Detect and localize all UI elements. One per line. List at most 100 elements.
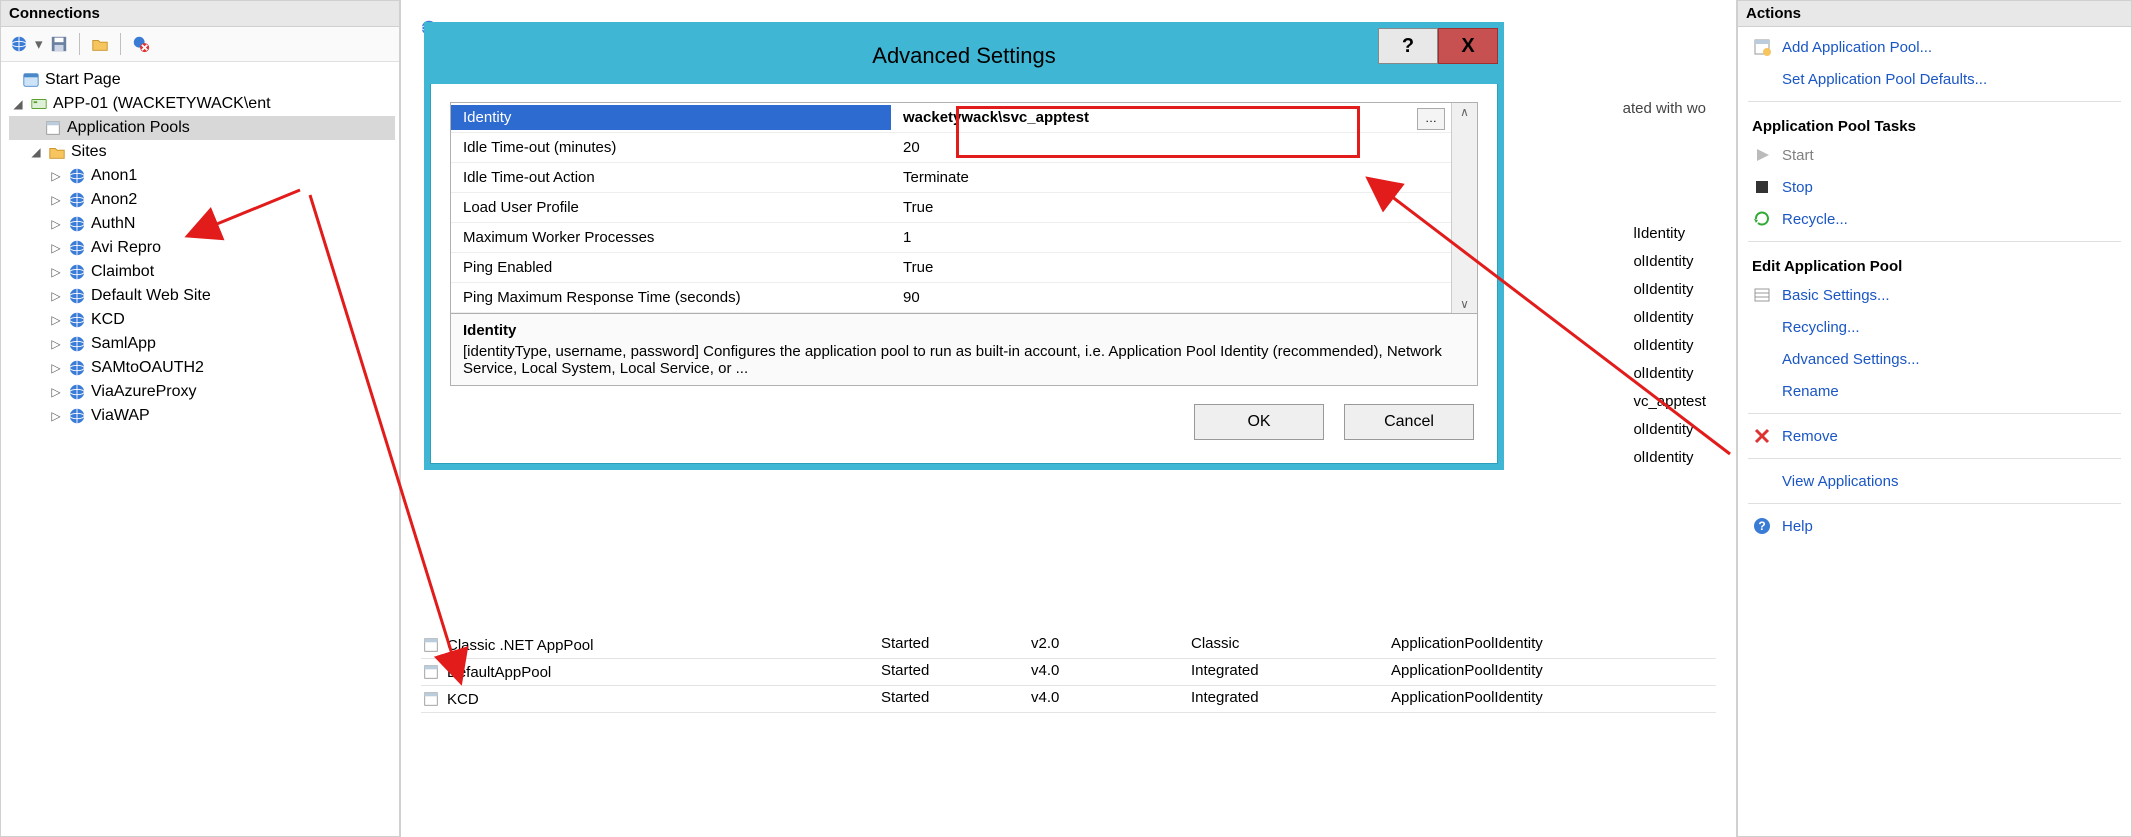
action-view-apps[interactable]: View Applications (1738, 465, 2131, 497)
action-recycling-label: Recycling... (1782, 319, 1860, 336)
tree-toggle-site[interactable]: ▷ (49, 313, 63, 327)
tree-toggle-site[interactable]: ▷ (49, 289, 63, 303)
app-pools-icon (43, 118, 63, 138)
property-row[interactable]: Idle Time-out (minutes)20 (451, 133, 1451, 163)
action-basic-label: Basic Settings... (1782, 287, 1890, 304)
tree-site-item[interactable]: ▷Default Web Site (9, 284, 395, 308)
tree-toggle-site[interactable]: ▷ (49, 265, 63, 279)
ellipsis-button[interactable]: … (1417, 108, 1445, 130)
property-grid-scrollbar[interactable]: ∧ ∨ (1451, 103, 1477, 313)
tree-toggle-server[interactable]: ◢ (11, 97, 25, 111)
action-remove[interactable]: Remove (1738, 420, 2131, 452)
scroll-up-icon[interactable]: ∧ (1460, 105, 1469, 119)
action-set-defaults-label: Set Application Pool Defaults... (1782, 71, 1987, 88)
recycle-icon (1752, 209, 1772, 229)
app-pool-row[interactable]: DefaultAppPoolStartedv4.0IntegratedAppli… (421, 659, 1716, 686)
dialog-titlebar[interactable]: Advanced Settings ? X (430, 28, 1498, 84)
action-rename[interactable]: Rename (1738, 375, 2131, 407)
action-recycling[interactable]: Recycling... (1738, 311, 2131, 343)
actions-panel: Actions Add Application Pool... Set Appl… (1737, 0, 2132, 837)
pool-pipeline: Integrated (1191, 689, 1391, 709)
ok-button[interactable]: OK (1194, 404, 1324, 440)
action-set-defaults[interactable]: Set Application Pool Defaults... (1738, 63, 2131, 95)
tree-site-item[interactable]: ▷ViaAzureProxy (9, 380, 395, 404)
app-pool-row[interactable]: KCDStartedv4.0IntegratedApplicationPoolI… (421, 686, 1716, 713)
tree-site-item[interactable]: ▷KCD (9, 308, 395, 332)
tree-site-item[interactable]: ▷AuthN (9, 212, 395, 236)
open-folder-icon[interactable] (90, 34, 110, 54)
tree-toggle-site[interactable]: ▷ (49, 241, 63, 255)
tree-site-label: Avi Repro (91, 239, 161, 257)
tree-toggle-site[interactable]: ▷ (49, 385, 63, 399)
tree-server-node[interactable]: ◢ APP-01 (WACKETYWACK\ent (9, 92, 395, 116)
property-row[interactable]: Idle Time-out ActionTerminate (451, 163, 1451, 193)
tree-start-page[interactable]: Start Page (9, 68, 395, 92)
save-icon[interactable] (49, 34, 69, 54)
tree-server-label: APP-01 (WACKETYWACK\ent (53, 95, 271, 113)
tree-site-label: Anon2 (91, 191, 137, 209)
remove-icon (1752, 426, 1772, 446)
pool-identity: ApplicationPoolIdentity (1391, 662, 1716, 682)
action-help[interactable]: ? Help (1738, 510, 2131, 542)
tree-toggle-site[interactable]: ▷ (49, 169, 63, 183)
property-row[interactable]: Maximum Worker Processes 1 (451, 223, 1451, 253)
cancel-button[interactable]: Cancel (1344, 404, 1474, 440)
app-pool-row[interactable]: Classic .NET AppPoolStartedv2.0ClassicAp… (421, 632, 1716, 659)
tree-site-item[interactable]: ▷SAMtoOAUTH2 (9, 356, 395, 380)
tree-site-item[interactable]: ▷SamlApp (9, 332, 395, 356)
action-basic-settings[interactable]: Basic Settings... (1738, 279, 2131, 311)
tree-sites-node[interactable]: ◢ Sites (9, 140, 395, 164)
tree-site-item[interactable]: ▷ViaWAP (9, 404, 395, 428)
tree-site-item[interactable]: ▷ Avi Repro (9, 236, 395, 260)
bg-identity-cell: olIdentity (1633, 248, 1706, 276)
action-add-pool[interactable]: Add Application Pool... (1738, 31, 2131, 63)
actions-title: Actions (1746, 5, 1801, 22)
pool-identity: ApplicationPoolIdentity (1391, 689, 1716, 709)
app-pool-icon (421, 662, 441, 682)
action-stop-label: Stop (1782, 179, 1813, 196)
action-advanced-settings[interactable]: Advanced Settings... (1738, 343, 2131, 375)
action-rename-label: Rename (1782, 383, 1839, 400)
tree-toggle-site[interactable]: ▷ (49, 193, 63, 207)
action-stop[interactable]: Stop (1738, 171, 2131, 203)
site-icon (67, 286, 87, 306)
pool-name: Classic .NET AppPool (447, 637, 593, 654)
site-icon (67, 358, 87, 378)
property-value: 1 (903, 229, 911, 246)
property-row[interactable]: Identitywacketywack\svc_apptest… (451, 103, 1451, 133)
stop-site-icon[interactable] (131, 34, 151, 54)
tree-sites-label: Sites (71, 143, 107, 161)
connections-header: Connections (1, 1, 399, 27)
tree-toggle-site[interactable]: ▷ (49, 361, 63, 375)
connect-icon[interactable] (9, 34, 29, 54)
tree-site-label: Anon1 (91, 167, 137, 185)
property-name: Ping Enabled (451, 255, 891, 280)
actions-header: Actions (1738, 1, 2131, 27)
tree-toggle-sites[interactable]: ◢ (29, 145, 43, 159)
tree-site-item[interactable]: ▷ Anon2 (9, 188, 395, 212)
property-row[interactable]: Ping Enabled True (451, 253, 1451, 283)
app-pool-icon (421, 635, 441, 655)
action-recycle[interactable]: Recycle... (1738, 203, 2131, 235)
tree-toggle-site[interactable]: ▷ (49, 337, 63, 351)
property-name: Idle Time-out Action (451, 165, 891, 190)
tree-site-item[interactable]: ▷ Claimbot (9, 260, 395, 284)
connections-panel: Connections ▾ Start Page (0, 0, 400, 837)
property-row[interactable]: Load User ProfileTrue (451, 193, 1451, 223)
bg-identity-cell: olIdentity (1633, 332, 1706, 360)
tree-toggle-site[interactable]: ▷ (49, 409, 63, 423)
tree-site-item[interactable]: ▷ Anon1 (9, 164, 395, 188)
property-row[interactable]: Ping Maximum Response Time (seconds)90 (451, 283, 1451, 313)
svg-text:?: ? (1758, 519, 1765, 533)
dialog-close-button[interactable]: X (1438, 28, 1498, 64)
property-name: Maximum Worker Processes (451, 225, 891, 250)
property-value: True (903, 259, 933, 276)
dialog-help-button[interactable]: ? (1378, 28, 1438, 64)
stop-icon (1752, 177, 1772, 197)
tree-site-label: Claimbot (91, 263, 154, 281)
tree-app-pools-label: Application Pools (67, 119, 190, 137)
tree-toggle-site[interactable]: ▷ (49, 217, 63, 231)
scroll-down-icon[interactable]: ∨ (1460, 297, 1469, 311)
tree-app-pools[interactable]: Application Pools (9, 116, 395, 140)
site-icon (67, 406, 87, 426)
